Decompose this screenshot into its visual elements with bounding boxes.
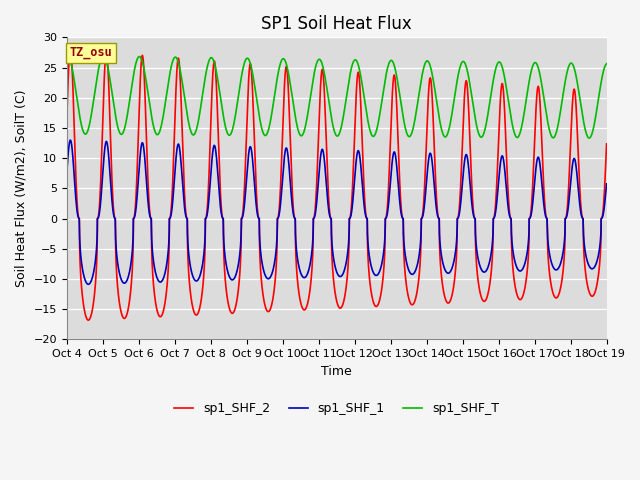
sp1_SHF_2	[160, 305, 168, 311]
sp1_SHF_2	[63, 116, 70, 122]
sp1_SHF_1	[160, 274, 168, 279]
sp1_SHF_2	[603, 141, 611, 147]
sp1_SHF_2	[428, 88, 436, 94]
Line: sp1_SHF_T: sp1_SHF_T	[67, 56, 607, 138]
sp1_SHF_T	[458, 60, 465, 66]
sp1_SHF_1	[488, 241, 496, 247]
sp1_SHF_T	[428, 69, 436, 75]
sp1_SHF_T	[63, 53, 71, 59]
Title: SP1 Soil Heat Flux: SP1 Soil Heat Flux	[261, 15, 412, 33]
sp1_SHF_2	[602, 153, 610, 158]
sp1_SHF_T	[63, 53, 70, 59]
sp1_SHF_T	[317, 57, 324, 63]
X-axis label: Time: Time	[321, 365, 352, 378]
sp1_SHF_2	[488, 254, 496, 260]
sp1_SHF_1	[428, 156, 436, 162]
sp1_SHF_2	[67, 47, 74, 53]
sp1_SHF_T	[160, 109, 168, 115]
sp1_SHF_2	[84, 317, 92, 323]
sp1_SHF_2	[317, 82, 324, 87]
Y-axis label: Soil Heat Flux (W/m2), SoilT (C): Soil Heat Flux (W/m2), SoilT (C)	[15, 90, 28, 287]
sp1_SHF_1	[458, 189, 465, 194]
sp1_SHF_1	[63, 169, 70, 175]
sp1_SHF_1	[84, 281, 92, 287]
sp1_SHF_T	[586, 135, 593, 141]
sp1_SHF_1	[602, 187, 610, 192]
sp1_SHF_1	[317, 154, 324, 159]
Line: sp1_SHF_1: sp1_SHF_1	[67, 140, 607, 284]
sp1_SHF_T	[603, 61, 611, 67]
Text: TZ_osu: TZ_osu	[70, 47, 112, 60]
Legend: sp1_SHF_2, sp1_SHF_1, sp1_SHF_T: sp1_SHF_2, sp1_SHF_1, sp1_SHF_T	[169, 397, 504, 420]
sp1_SHF_1	[603, 181, 611, 187]
sp1_SHF_T	[488, 84, 496, 90]
Line: sp1_SHF_2: sp1_SHF_2	[67, 50, 607, 320]
sp1_SHF_T	[602, 61, 610, 67]
sp1_SHF_2	[458, 158, 465, 164]
sp1_SHF_1	[67, 137, 74, 143]
